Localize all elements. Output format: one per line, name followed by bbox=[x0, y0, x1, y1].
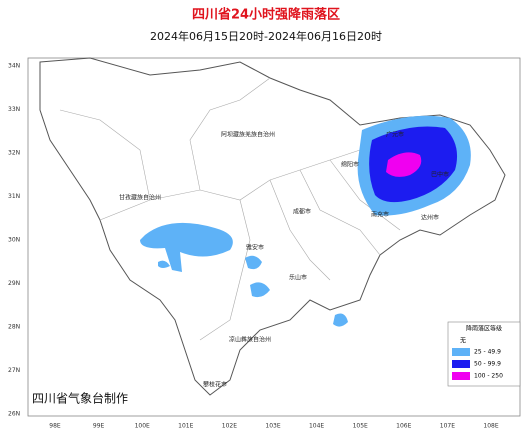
lat-label: 26N bbox=[8, 411, 20, 418]
lat-label: 27N bbox=[8, 367, 20, 374]
lat-label: 29N bbox=[8, 280, 20, 287]
legend-label: 50 - 99.9 bbox=[474, 361, 501, 368]
place-label: 广元市 bbox=[386, 131, 404, 139]
place-label: 成都市 bbox=[293, 208, 311, 216]
place-label: 甘孜藏族自治州 bbox=[119, 194, 161, 202]
rain-areas bbox=[140, 115, 471, 327]
legend-label: 25 - 49.9 bbox=[474, 349, 501, 356]
lon-label: 101E bbox=[178, 423, 193, 430]
lat-label: 31N bbox=[8, 193, 20, 200]
place-label: 乐山市 bbox=[289, 274, 307, 282]
title: 四川省24小时强降雨落区 bbox=[192, 7, 340, 23]
lon-label: 99E bbox=[93, 423, 105, 430]
lon-label: 108E bbox=[483, 423, 498, 430]
legend-label: 100 - 250 bbox=[474, 373, 503, 380]
legend-swatch bbox=[452, 360, 470, 368]
rain-area-light bbox=[140, 222, 233, 272]
lat-label: 33N bbox=[8, 106, 20, 113]
lon-label: 98E bbox=[49, 423, 61, 430]
lon-label: 107E bbox=[440, 423, 455, 430]
place-label: 达州市 bbox=[421, 214, 439, 222]
place-label: 凉山彝族自治州 bbox=[229, 336, 271, 344]
credit: 四川省气象台制作 bbox=[32, 391, 128, 406]
lat-label: 32N bbox=[8, 150, 20, 157]
rain-area-severe bbox=[386, 152, 422, 177]
legend-none: 无 bbox=[460, 338, 466, 345]
place-label: 阿坝藏族羌族自治州 bbox=[221, 131, 275, 139]
lon-label: 104E bbox=[309, 423, 324, 430]
legend-swatch bbox=[452, 348, 470, 356]
rain-area-light bbox=[158, 255, 348, 327]
lon-label: 103E bbox=[265, 423, 280, 430]
legend-swatch bbox=[452, 372, 470, 380]
lon-label: 105E bbox=[353, 423, 368, 430]
place-label: 攀枝花市 bbox=[203, 381, 227, 389]
place-label: 巴中市 bbox=[431, 171, 449, 179]
lat-label: 30N bbox=[8, 237, 20, 244]
legend: 降雨落区等级 无 25 - 49.9 50 - 99.9 100 - 250 bbox=[447, 321, 521, 387]
lon-label: 106E bbox=[396, 423, 411, 430]
subtitle: 2024年06月15日20时-2024年06月16日20时 bbox=[150, 29, 382, 43]
district-lines bbox=[59, 77, 401, 341]
lat-label: 28N bbox=[8, 324, 20, 331]
lon-label: 102E bbox=[222, 423, 237, 430]
place-label: 南充市 bbox=[371, 211, 389, 219]
place-label: 绵阳市 bbox=[341, 161, 359, 169]
place-label: 雅安市 bbox=[246, 244, 264, 252]
lon-label: 100E bbox=[135, 423, 150, 430]
legend-title: 降雨落区等级 bbox=[466, 325, 502, 333]
lat-label: 34N bbox=[8, 63, 20, 70]
